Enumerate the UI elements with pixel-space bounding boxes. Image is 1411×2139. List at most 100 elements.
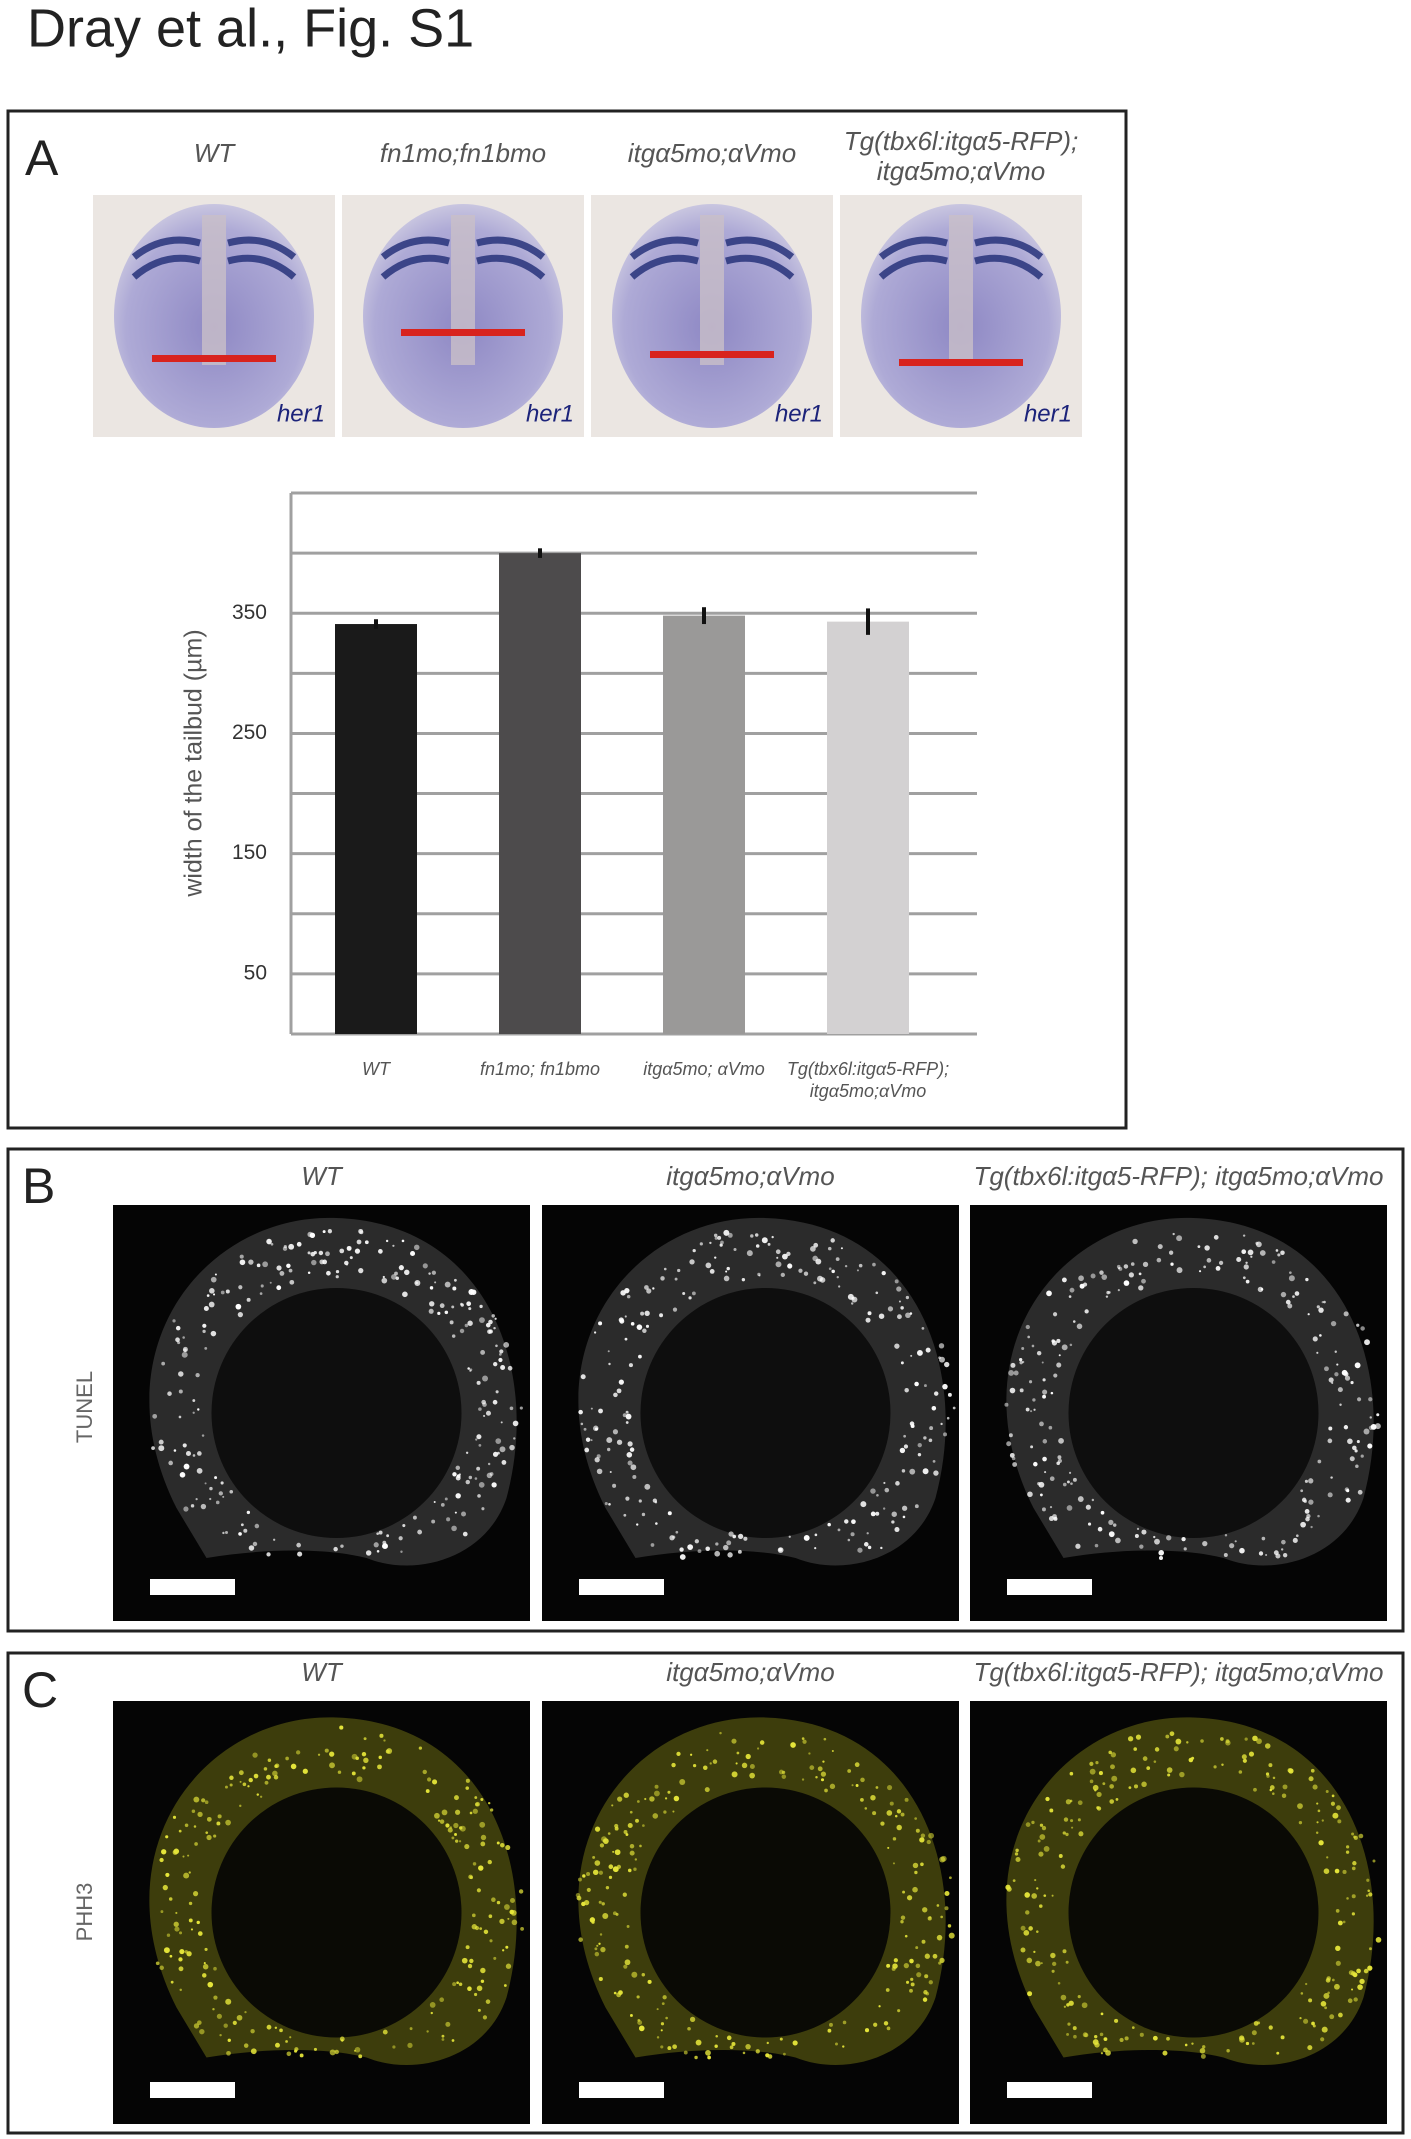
speck xyxy=(612,1866,619,1873)
speck xyxy=(1015,1848,1019,1853)
speck xyxy=(1304,1509,1310,1514)
speck xyxy=(944,1906,949,1911)
stripe xyxy=(380,254,450,280)
speck xyxy=(1331,1794,1335,1798)
speck xyxy=(206,1816,212,1822)
speck xyxy=(238,1770,244,1776)
speck xyxy=(1320,2037,1325,2042)
speck xyxy=(244,2011,247,2014)
speck xyxy=(485,1322,491,1328)
speck xyxy=(239,1254,244,1259)
speck xyxy=(1115,1537,1121,1544)
scale-bar xyxy=(579,1579,664,1595)
speck xyxy=(613,1392,618,1398)
speck xyxy=(474,1992,478,1997)
yolk xyxy=(1068,1787,1319,2038)
speck xyxy=(1318,1307,1324,1313)
speck xyxy=(790,1742,796,1748)
speck xyxy=(755,1244,760,1248)
speck xyxy=(1203,1265,1207,1269)
speck xyxy=(179,1931,183,1935)
speck xyxy=(1012,1879,1016,1883)
speck xyxy=(1356,1323,1360,1327)
speck xyxy=(775,1249,781,1255)
speck xyxy=(689,1259,695,1265)
speck xyxy=(242,1782,247,1787)
speck xyxy=(344,1260,349,1266)
stripe xyxy=(725,236,795,260)
speck xyxy=(731,1738,737,1744)
speck xyxy=(1105,1295,1109,1298)
bar xyxy=(499,553,581,1034)
speck xyxy=(1127,1736,1134,1742)
speck xyxy=(687,1544,694,1550)
speck xyxy=(733,1247,737,1252)
speck xyxy=(1372,1859,1376,1863)
speck xyxy=(499,1918,505,1924)
speck xyxy=(914,1817,918,1820)
speck xyxy=(322,1259,328,1265)
speck xyxy=(731,1771,738,1778)
speck xyxy=(1063,2005,1066,2008)
speck xyxy=(679,1547,684,1552)
speck xyxy=(1352,1972,1358,1978)
speck xyxy=(1065,1799,1072,1805)
speck xyxy=(706,1749,709,1752)
scale-bar xyxy=(150,1579,235,1595)
speck xyxy=(479,1317,485,1324)
speck xyxy=(689,2016,696,2023)
speck xyxy=(850,1532,855,1537)
speck xyxy=(505,1963,512,1969)
speck xyxy=(1200,2053,1206,2059)
speck xyxy=(1082,2032,1088,2038)
speck xyxy=(714,2044,718,2048)
speck xyxy=(339,1248,345,1254)
speck xyxy=(627,1441,633,1447)
stripe xyxy=(227,254,297,280)
speck xyxy=(299,2053,304,2058)
speck xyxy=(1281,1793,1287,1798)
stain-label: her1 xyxy=(1024,400,1072,427)
speck xyxy=(495,1344,498,1348)
speck xyxy=(235,1303,242,1310)
speck xyxy=(598,1900,602,1904)
speck xyxy=(1321,2026,1328,2033)
speck xyxy=(1242,1758,1247,1763)
speck xyxy=(1345,1497,1351,1503)
speck xyxy=(310,1251,316,1257)
speck xyxy=(1253,2021,1259,2026)
speck xyxy=(1061,1344,1068,1351)
measure-line xyxy=(650,351,774,358)
speck xyxy=(477,2008,481,2012)
speck xyxy=(672,1307,678,1312)
speck xyxy=(881,1270,886,1276)
speck xyxy=(1352,1861,1357,1866)
speck xyxy=(594,1860,601,1866)
speck xyxy=(1062,1949,1067,1954)
speck xyxy=(510,1897,516,1903)
speck xyxy=(434,1281,437,1284)
speck xyxy=(275,2042,280,2048)
speck xyxy=(1133,1784,1139,1789)
speck xyxy=(642,1824,645,1827)
speck xyxy=(487,1859,492,1865)
speck xyxy=(1023,1930,1030,1936)
speck xyxy=(671,1762,676,1768)
speck xyxy=(683,2050,688,2055)
speck xyxy=(1026,1957,1033,1964)
notochord xyxy=(700,215,724,365)
speck xyxy=(1360,1326,1365,1331)
speck xyxy=(1354,1362,1361,1369)
speck xyxy=(896,1824,902,1831)
speck xyxy=(898,1300,901,1303)
speck xyxy=(175,1911,178,1915)
speck xyxy=(944,1891,950,1897)
speck xyxy=(182,1336,185,1339)
speck xyxy=(1326,1856,1329,1859)
speck xyxy=(660,2045,664,2049)
speck xyxy=(1142,1261,1149,1268)
speck xyxy=(886,1810,893,1816)
speck xyxy=(754,1233,759,1237)
speck xyxy=(207,1981,214,1988)
speck xyxy=(1043,1894,1047,1897)
